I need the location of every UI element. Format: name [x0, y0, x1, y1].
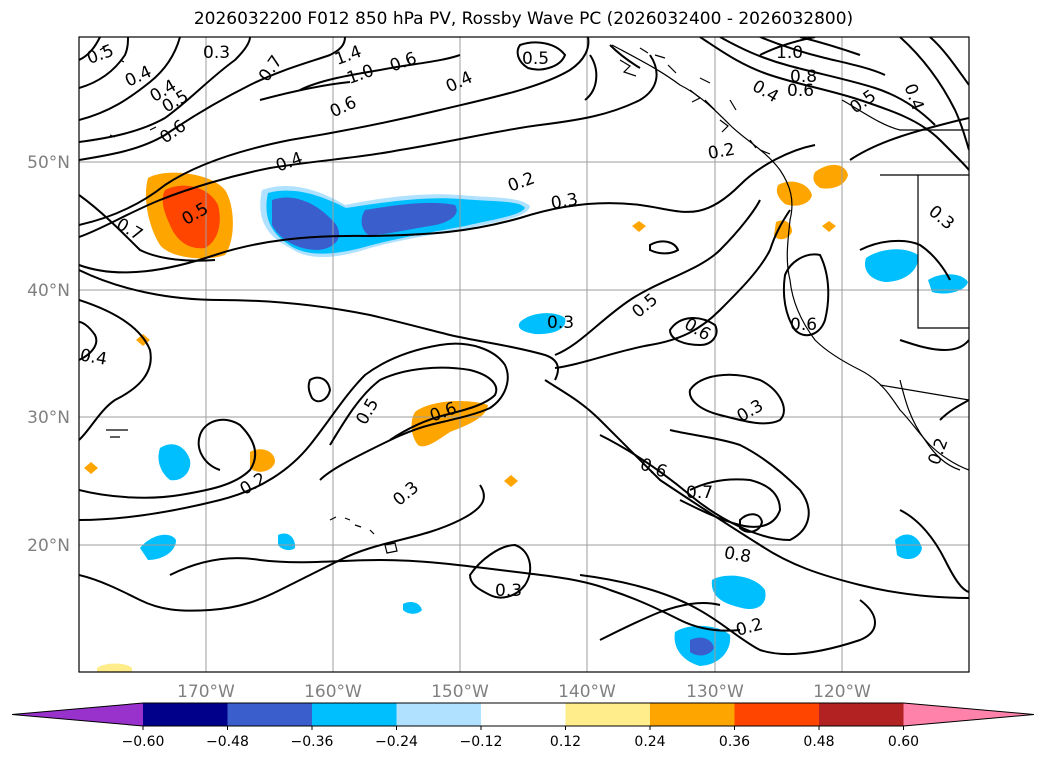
- colorbar-tick-label: −0.48: [206, 734, 249, 750]
- lat-label: 30°N: [27, 408, 70, 428]
- negative-anomaly-12n-core: [690, 637, 714, 656]
- map-area: [79, 37, 969, 672]
- colorbar-swatch: [650, 703, 735, 726]
- colorbar-swatch: [396, 703, 482, 726]
- negative-anomaly-interior-2: [928, 274, 968, 294]
- positive-anomaly-coast-3: [774, 220, 792, 240]
- latitude-labels: 50°N 40°N 30°N 20°N: [27, 153, 70, 556]
- colorbar-swatch: [227, 703, 313, 726]
- colorbar-extend-max: [903, 703, 1034, 726]
- colorbar-swatch: [481, 703, 566, 726]
- positive-anomaly-dot: [822, 221, 836, 232]
- contour-label: 1.0: [776, 43, 803, 63]
- colorbar-tick-label: −0.12: [460, 734, 503, 750]
- contour-label: 0.8: [790, 67, 817, 87]
- pv-contours: [79, 37, 969, 656]
- contour-label: 0.3: [547, 313, 574, 333]
- colorbar-tick-label: −0.60: [122, 734, 165, 750]
- coastlines: [99, 44, 969, 554]
- positive-anomaly-29n: [411, 400, 488, 447]
- lat-label: 20°N: [27, 536, 70, 556]
- lon-label: 150°W: [431, 682, 489, 702]
- colorbar-swatch: [143, 703, 228, 726]
- contour-label: 0.8: [722, 543, 752, 567]
- negative-anomaly-interior: [864, 249, 919, 282]
- negative-anomaly-small: [518, 313, 566, 335]
- colorbar-tick-label: 0.60: [888, 734, 919, 750]
- positive-anomaly-dot: [632, 221, 646, 232]
- colorbar-tick-label: 0.36: [719, 734, 750, 750]
- colorbar-swatch: [565, 703, 651, 726]
- colorbar-tick-label: 0.12: [550, 734, 581, 750]
- contour-label: 0.5: [522, 49, 549, 69]
- colorbar-extend-min: [12, 703, 143, 726]
- contour-label: 0.3: [549, 190, 579, 214]
- negative-anomaly-19n-east: [895, 534, 922, 560]
- map-frame: [78, 36, 970, 673]
- positive-anomaly-coast: [776, 181, 812, 206]
- negative-anomaly-15n: [403, 602, 422, 614]
- positive-anomaly-coast-2: [813, 164, 848, 189]
- negative-anomaly-20n: [140, 534, 176, 560]
- contour-label: 0.2: [706, 140, 736, 164]
- colorbar-tick-label: 0.48: [803, 734, 834, 750]
- positive-anomaly-edge: [97, 663, 132, 672]
- lon-label: 170°W: [177, 682, 235, 702]
- negative-anomaly-27n: [158, 444, 191, 481]
- contour-label: 0.6: [790, 315, 817, 335]
- colorbar-swatch: [734, 703, 820, 726]
- longitude-labels: 170°W 160°W 150°W 140°W 130°W 120°W: [177, 682, 871, 702]
- lat-label: 40°N: [27, 281, 70, 301]
- lon-label: 130°W: [686, 682, 744, 702]
- colorbar-swatch: [312, 703, 397, 726]
- negative-anomaly-20n-2: [278, 533, 296, 551]
- contour-label: 0.6: [787, 81, 814, 101]
- lon-label: 140°W: [558, 682, 616, 702]
- lon-label: 120°W: [813, 682, 871, 702]
- contour-label: 0.3: [495, 581, 522, 601]
- colorbar-tick-label: −0.36: [291, 734, 334, 750]
- negative-anomaly-core-east: [361, 202, 457, 236]
- colorbar: −0.60 −0.48 −0.36 −0.24 −0.12 0.12 0.24 0.36 0.4…: [11, 702, 1035, 750]
- chart-title: 2026032200 F012 850 hPa PV, Rossby Wave …: [193, 9, 854, 29]
- positive-anomaly-dot: [504, 475, 518, 487]
- lon-label: 160°W: [304, 682, 362, 702]
- lat-label: 50°N: [27, 153, 70, 173]
- colorbar-tick-label: −0.24: [375, 734, 418, 750]
- colorbar-swatch: [819, 703, 904, 726]
- positive-anomaly-27n: [250, 449, 275, 472]
- pv-shading: [84, 164, 968, 672]
- contour-label: 0.4: [78, 345, 108, 369]
- negative-anomaly-16n: [711, 575, 766, 610]
- positive-anomaly-dot: [84, 462, 98, 474]
- contour-label: 0.7: [686, 483, 713, 503]
- colorbar-tick-label: 0.24: [634, 734, 665, 750]
- contour-label: 0.3: [203, 43, 230, 63]
